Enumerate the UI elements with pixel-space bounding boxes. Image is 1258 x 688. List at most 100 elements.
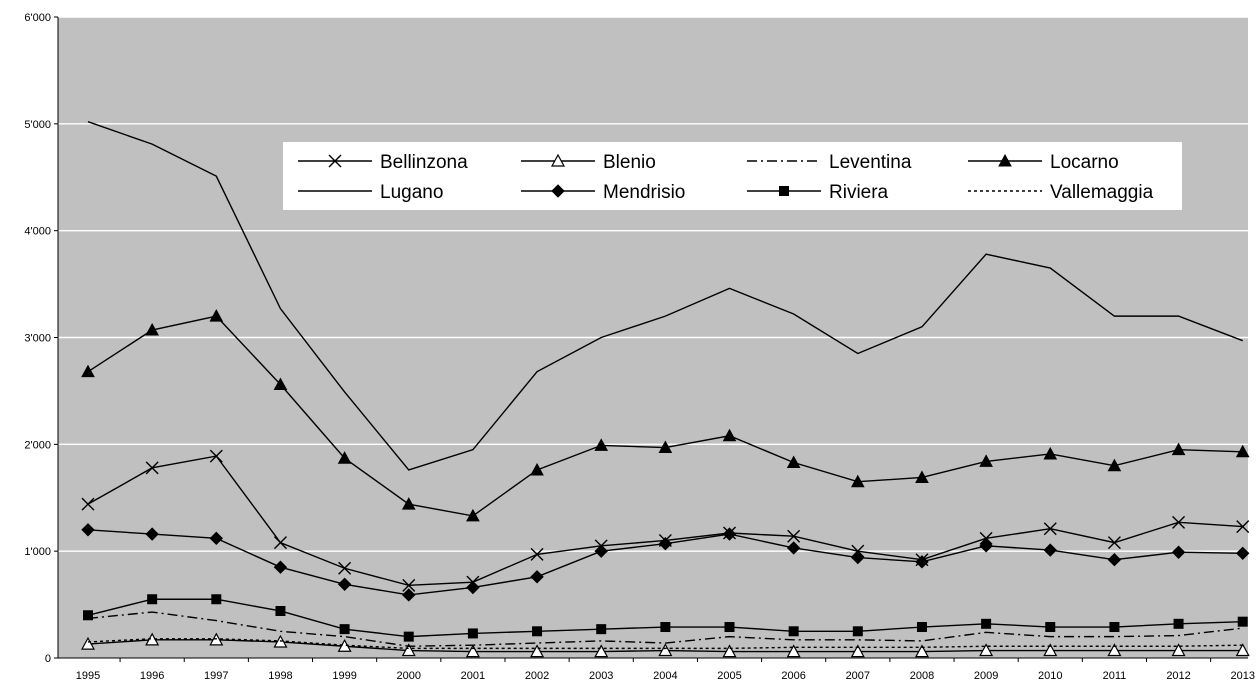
point-mendrisio [273,560,288,574]
point-bellinzona [209,449,223,463]
point-mendrisio [851,550,865,565]
point-riviera [1109,622,1120,633]
series-locarno [81,309,1250,522]
point-blenio [850,644,865,658]
y-tick-label: 2'000 [24,439,51,451]
point-locarno [594,438,609,451]
point-bellinzona [145,461,159,475]
point-bellinzona [273,536,287,550]
legend-marker-blenio [550,153,566,167]
point-riviera [724,622,735,633]
x-tick-label: 2000 [397,670,421,682]
legend: Bellinzona Blenio Leventina Locarno Lugano Me… [283,142,1182,210]
point-bellinzona [1236,520,1250,534]
y-axis: 0 1'000 2'000 3'000 4'000 5'000 6'000 [24,12,59,665]
point-mendrisio [915,555,929,569]
point-mendrisio [337,577,352,591]
legend-label-mendrisio: Mendrisio [603,182,685,203]
point-riviera [981,618,992,629]
point-locarno [530,462,544,476]
point-locarno [979,454,993,467]
point-locarno [658,440,673,454]
x-tick-label: 1998 [268,670,292,682]
point-riviera [916,622,927,633]
x-tick-label: 2006 [781,670,805,682]
x-tick-label: 2011 [1103,670,1127,682]
point-locarno [337,451,352,464]
point-mendrisio [1043,543,1057,557]
point-riviera [275,605,286,616]
x-tick-label: 2004 [653,670,677,682]
point-bellinzona [979,531,993,545]
point-blenio [1043,643,1058,657]
x-tick-label: 2003 [589,670,613,682]
point-riviera [339,624,350,635]
point-bellinzona [338,561,352,575]
x-tick-label: 2002 [525,670,549,682]
point-bellinzona [1043,522,1057,536]
point-riviera [1045,622,1056,633]
point-mendrisio [979,539,993,553]
point-blenio [1107,643,1122,657]
point-blenio [1235,643,1250,657]
point-blenio [594,644,609,658]
x-tick-label: 2010 [1038,670,1062,682]
point-riviera [467,628,478,639]
x-tick-label: 2007 [846,670,870,682]
point-blenio [914,644,929,658]
legend-marker-riviera [779,186,789,196]
point-locarno [1235,444,1250,458]
series-vallemaggia [87,638,1243,650]
series-group [80,121,1250,658]
point-riviera [788,626,799,637]
point-mendrisio [1171,545,1186,559]
y-tick-label: 5'000 [24,119,51,131]
x-tick-label: 1999 [332,670,356,682]
legend-label-riviera: Riviera [829,182,889,203]
point-locarno [722,428,737,442]
series-line-leventina [87,611,1243,647]
legend-marker-bellinzona [328,154,342,168]
point-blenio [1171,643,1186,657]
point-locarno [915,470,929,483]
y-tick-label: 6'000 [24,12,51,24]
legend-marker-locarno [998,153,1012,167]
point-mendrisio [658,536,673,551]
point-blenio [979,643,994,657]
point-mendrisio [722,527,737,541]
point-locarno [273,377,288,391]
point-locarno [81,364,95,378]
point-bellinzona [402,578,416,592]
point-locarno [401,497,416,510]
y-tick-label: 3'000 [24,333,51,345]
point-mendrisio [466,580,480,595]
x-tick-label: 2005 [717,670,741,682]
point-mendrisio [530,570,544,584]
point-locarno [1043,446,1058,460]
point-blenio [722,644,737,658]
legend-label-lugano: Lugano [380,182,443,203]
point-blenio [401,643,416,657]
point-blenio [465,644,480,658]
point-bellinzona [81,497,95,511]
point-bellinzona [1107,536,1121,550]
point-riviera [532,626,543,637]
y-tick-label: 4'000 [24,226,51,238]
series-line-lugano [87,121,1243,471]
point-riviera [660,622,671,633]
series-mendrisio [81,523,1250,602]
x-tick-label: 2008 [910,670,934,682]
point-riviera [1237,616,1248,627]
point-riviera [596,624,607,635]
point-mendrisio [209,531,224,546]
point-blenio [786,644,801,658]
point-locarno [850,474,865,488]
series-lugano [87,121,1243,471]
y-tick-label: 1'000 [24,546,51,558]
point-locarno [786,455,801,468]
x-tick-label: 1995 [76,670,100,682]
series-leventina [87,611,1243,647]
point-locarno [209,309,224,322]
x-tick-label: 1997 [204,670,228,682]
series-line-vallemaggia [87,638,1243,650]
